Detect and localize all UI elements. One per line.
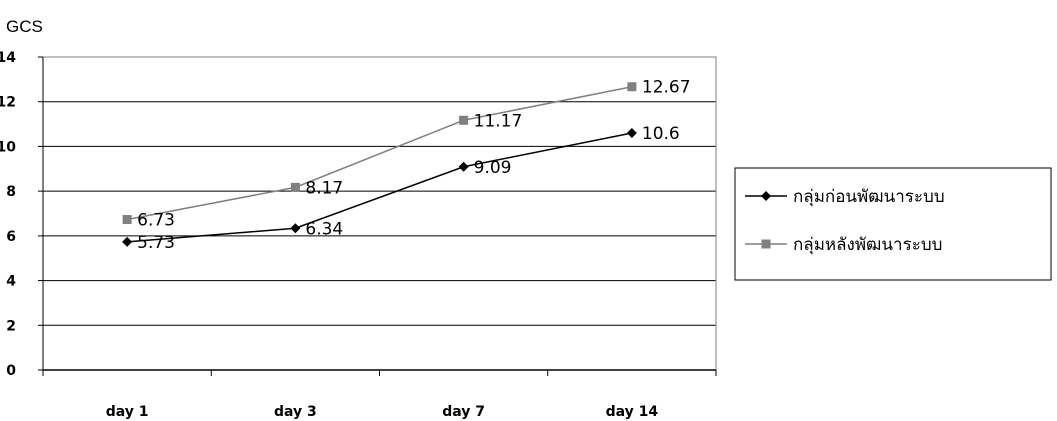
gridlines [43,56,716,326]
data-label: 10.6 [642,124,680,144]
series-group: 6.73 8.17 11.17 12.67 5.73 6.34 9.09 10.6 [122,78,691,253]
y-tick-label: 14 [0,50,16,66]
legend-box [734,167,1052,281]
y-tick-label: 0 [6,363,16,379]
y-axis-label: GCS [6,17,43,36]
data-label: 5.73 [137,233,175,253]
y-tick-label: 2 [6,318,16,334]
series-1: 5.73 6.34 9.09 10.6 [122,124,680,253]
x-tick-label: day 3 [274,404,317,420]
y-tick-labels: 0 2 4 6 8 10 12 14 [0,50,16,379]
data-label: 9.09 [474,158,512,178]
x-tick-label: day 14 [606,404,659,420]
data-point [290,223,301,234]
legend-marker [761,239,771,249]
data-label: 8.17 [305,178,343,198]
data-point [122,236,133,247]
legend-marker [761,191,771,201]
data-point [626,128,637,139]
data-point [290,182,300,192]
data-label: 11.17 [474,111,523,131]
y-tick-label: 12 [0,95,16,111]
data-label: 12.67 [642,78,691,98]
data-point [459,115,469,125]
data-point [122,215,132,225]
x-tick-label: day 1 [106,404,149,420]
legend-entry: กลุ่มก่อนพัฒนาระบบ [745,187,945,207]
y-tick-label: 6 [6,229,16,245]
y-tick-label: 10 [0,139,16,155]
series-line [127,132,633,243]
data-label: 6.34 [305,219,343,239]
axes [38,56,717,376]
data-point [458,161,469,172]
x-tick-labels: day 1 day 3 day 7 day 14 [106,404,659,420]
series-2: 6.73 8.17 11.17 12.67 [122,78,691,231]
data-label: 6.73 [137,211,175,231]
legend-label: กลุ่มหลังพัฒนาระบบ [793,235,942,255]
y-tick-label: 4 [6,274,16,290]
y-tick-label: 8 [6,184,16,200]
legend-label: กลุ่มก่อนพัฒนาระบบ [793,187,945,207]
x-tick-label: day 7 [442,404,485,420]
legend-entry: กลุ่มหลังพัฒนาระบบ [745,235,942,255]
series-line [126,85,633,221]
data-point [627,82,637,92]
